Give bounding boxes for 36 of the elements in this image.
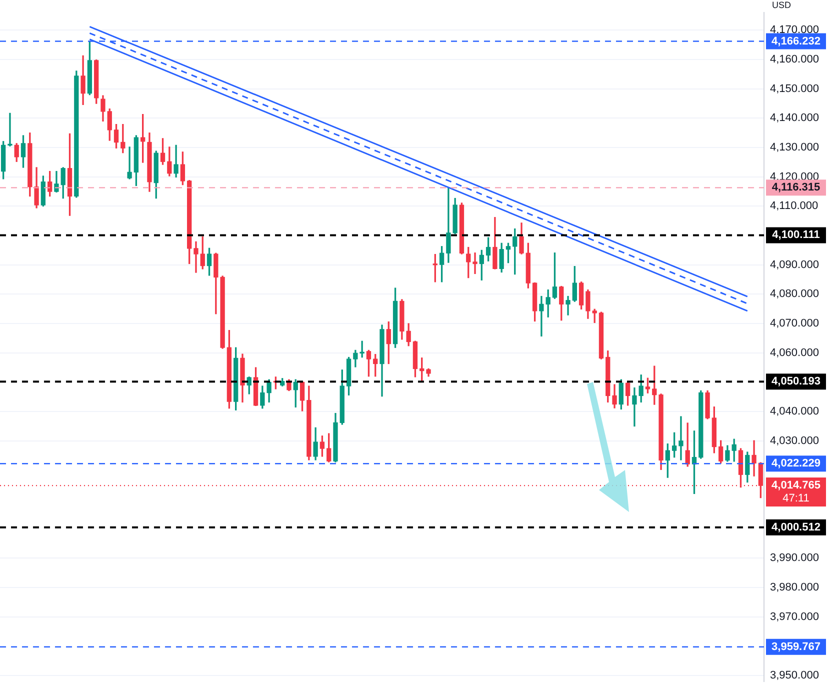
ref-line-label: 4,116.315 <box>772 182 820 194</box>
candlestick <box>566 296 570 316</box>
y-tick-label: 4,060.000 <box>770 346 819 359</box>
y-tick-label: 4,040.000 <box>770 406 819 418</box>
ref-line-label: 4,050.193 <box>772 376 820 388</box>
candlestick <box>678 416 684 460</box>
ref-line-label: 4,000.512 <box>772 521 820 534</box>
candlestick <box>194 241 198 273</box>
candlestick <box>539 296 544 336</box>
y-tick-label: 4,160.000 <box>770 54 819 66</box>
y-axis-title: USD <box>772 0 792 10</box>
y-tick-label: 4,140.000 <box>770 112 819 124</box>
y-tick-label: 4,120.000 <box>770 170 819 183</box>
ref-line-label: 4,100.111 <box>772 229 820 242</box>
ref-line-label: 3,959.767 <box>772 640 820 653</box>
y-tick-label: 3,950.000 <box>770 670 819 682</box>
y-tick-label: 4,080.000 <box>770 288 819 300</box>
ref-line-label: 4,166.232 <box>772 35 820 48</box>
y-tick-label: 4,170.000 <box>770 24 819 36</box>
text: 47:11 <box>782 492 810 505</box>
y-tick-label: 4,150.000 <box>770 82 819 95</box>
y-tick-label: 4,030.000 <box>770 434 819 447</box>
candlestick <box>632 387 637 427</box>
y-tick-label: 4,130.000 <box>770 142 819 154</box>
candlestick <box>752 440 756 476</box>
candlestick <box>127 146 132 180</box>
y-tick-label: 3,980.000 <box>770 582 819 594</box>
y-tick-label: 4,110.000 <box>770 200 818 212</box>
candlestick <box>472 252 478 274</box>
y-tick-label: 3,970.000 <box>770 610 819 623</box>
ref-line-label: 4,014.765 <box>772 480 820 492</box>
y-tick-label: 4,090.000 <box>770 258 819 271</box>
y-tick-label: 3,990.000 <box>770 552 819 564</box>
y-tick-label: 4,070.000 <box>770 318 819 330</box>
candlestick <box>8 112 12 146</box>
ref-line-label: 4,022.229 <box>772 458 820 470</box>
